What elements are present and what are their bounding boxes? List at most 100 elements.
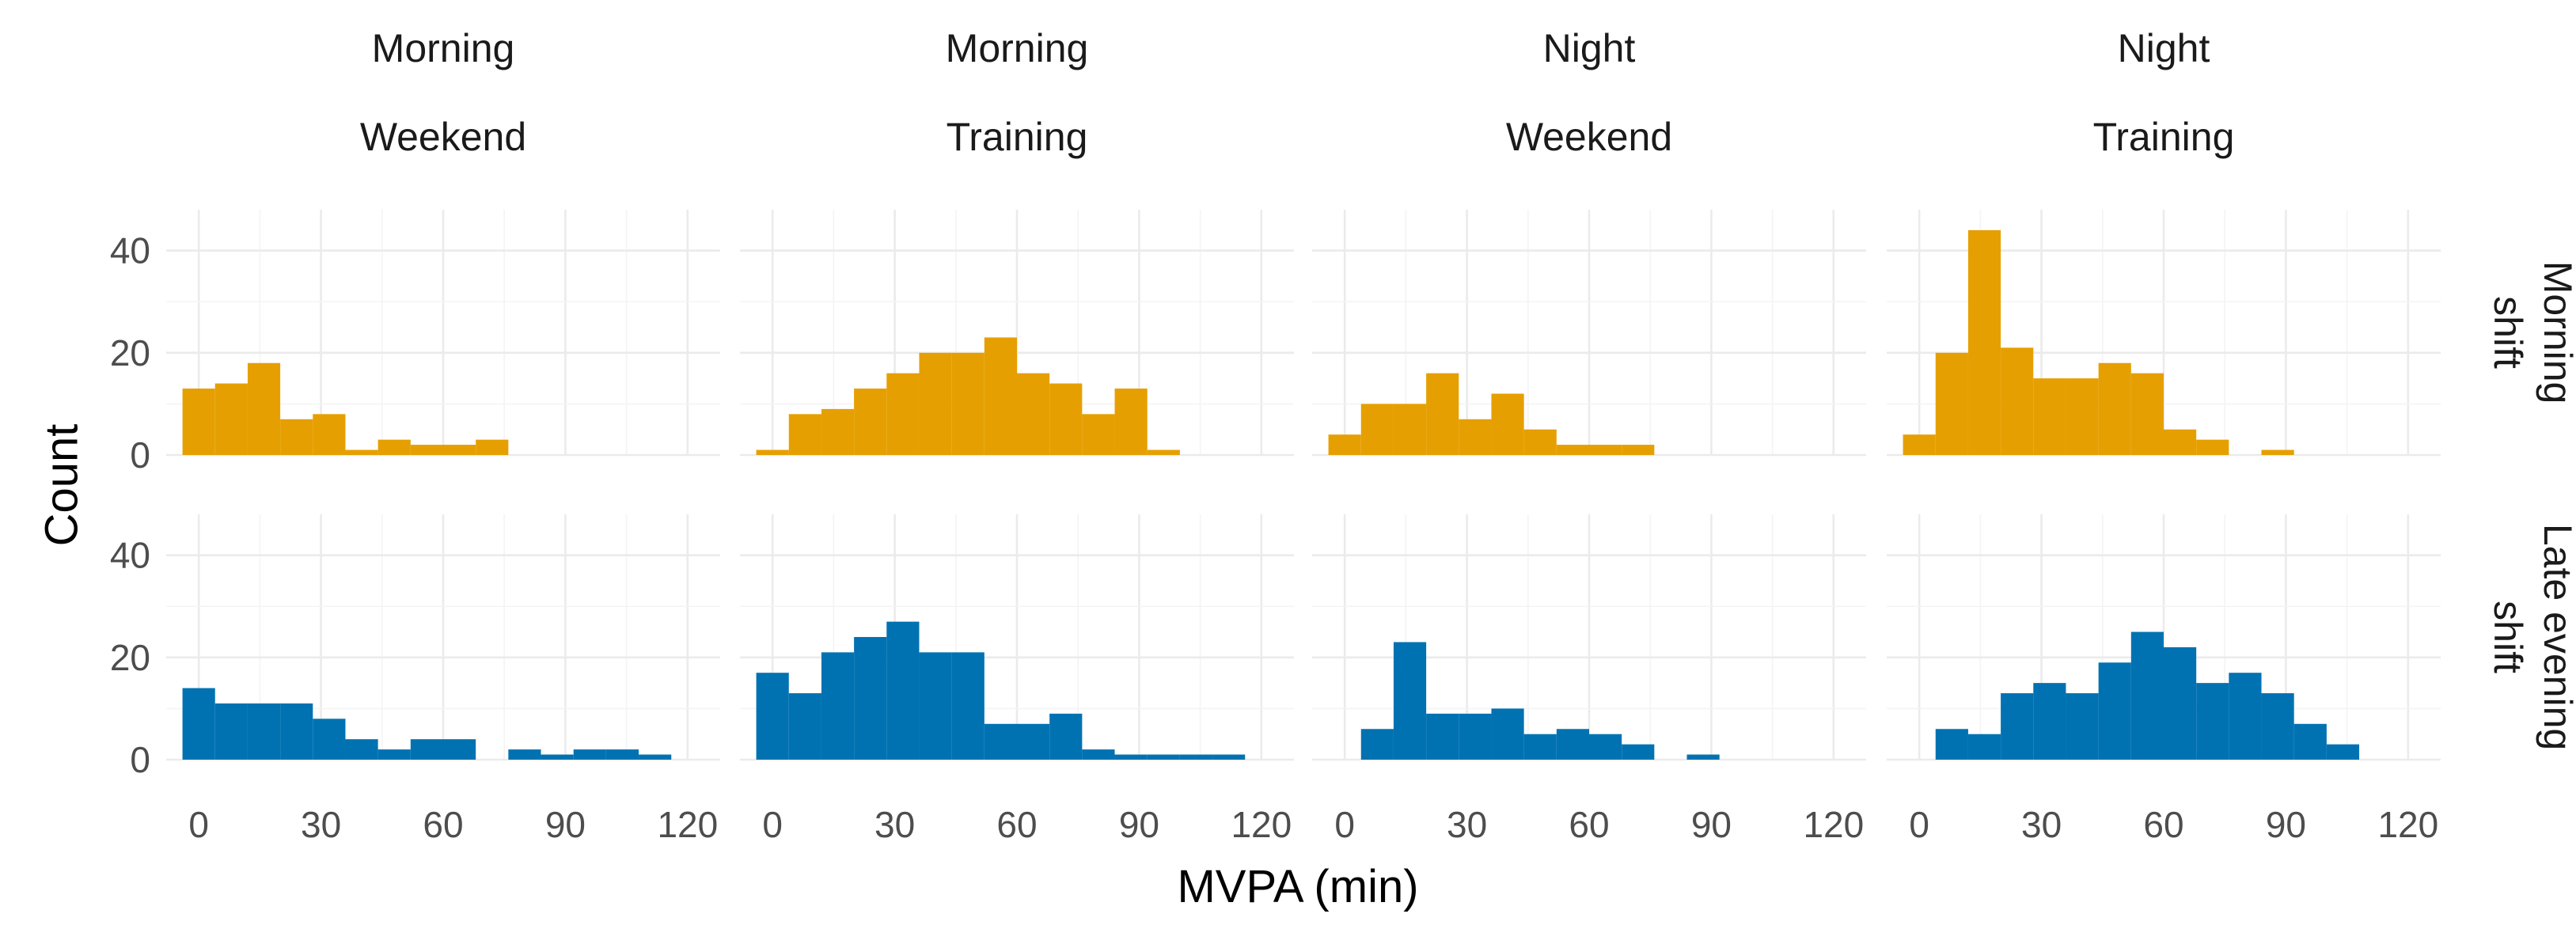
x-tick-label: 120 xyxy=(657,804,718,845)
histogram-bar xyxy=(1459,419,1492,455)
histogram-bar xyxy=(541,754,574,760)
histogram-bar xyxy=(1049,713,1083,760)
histogram-bar xyxy=(821,408,855,455)
histogram-bar xyxy=(2098,662,2131,760)
x-tick-label: 90 xyxy=(2266,804,2306,845)
histogram-bar xyxy=(1556,729,1589,760)
histogram-bar xyxy=(2001,693,2034,760)
histogram-bar xyxy=(1935,352,1968,455)
histogram-bar xyxy=(443,445,476,455)
gridlines xyxy=(166,210,2441,761)
histogram-bar xyxy=(1049,383,1083,455)
histogram-bar xyxy=(313,719,346,760)
x-tick-label: 30 xyxy=(1447,804,1487,845)
histogram-bar xyxy=(1212,754,1246,760)
histogram-bar xyxy=(2033,683,2066,760)
histogram-bar xyxy=(1622,445,1655,455)
histogram-bar xyxy=(1491,393,1524,455)
histogram-bar xyxy=(2196,683,2229,760)
x-axis-title: MVPA (min) xyxy=(1177,861,1418,912)
histogram-bar xyxy=(1147,449,1180,455)
histogram-bar xyxy=(2261,693,2294,760)
y-tick-label: 0 xyxy=(130,434,150,476)
histogram-bar xyxy=(788,414,821,455)
histogram-bar xyxy=(854,637,887,760)
x-tick-label: 120 xyxy=(1231,804,1292,845)
histogram-bar xyxy=(1393,642,1427,760)
facet-column-title: Night xyxy=(2118,26,2210,70)
x-tick-label: 0 xyxy=(1909,804,1929,845)
histogram-bar xyxy=(1523,429,1557,455)
y-axis-title-group: Count xyxy=(36,424,88,547)
histogram-bar xyxy=(1491,708,1524,760)
histogram-bar xyxy=(214,703,248,760)
histogram-bar xyxy=(984,723,1017,760)
histogram-bar xyxy=(1459,713,1492,760)
histogram-bar xyxy=(410,445,443,455)
y-tick-label: 20 xyxy=(110,332,150,373)
histogram-bar xyxy=(2261,449,2294,455)
y-axis-title: Count xyxy=(36,424,88,547)
histogram-bar xyxy=(313,414,346,455)
y-tick-label: 0 xyxy=(130,739,150,780)
x-tick-label: 90 xyxy=(1119,804,1159,845)
histogram-bar xyxy=(756,449,789,455)
histogram-bar xyxy=(2164,429,2197,455)
x-tick-label: 60 xyxy=(423,804,463,845)
histogram-bar xyxy=(2033,378,2066,455)
histogram-bar xyxy=(2229,673,2262,760)
y-tick-label: 40 xyxy=(110,535,150,576)
histogram-bar xyxy=(854,389,887,455)
histogram-bar xyxy=(2066,693,2099,760)
histogram-bar xyxy=(1686,754,1720,760)
histogram-bar xyxy=(508,749,541,760)
histogram-bar xyxy=(2066,378,2099,455)
x-tick-label: 0 xyxy=(1334,804,1355,845)
facet-column-title: Night xyxy=(1543,26,1636,70)
facet-column-subtitle: Training xyxy=(2093,115,2235,159)
histogram-bar xyxy=(951,352,984,455)
y-tick-label: 40 xyxy=(110,230,150,271)
facet-column-subtitle: Training xyxy=(947,115,1088,159)
histogram-bar xyxy=(788,693,821,760)
histogram-bar xyxy=(377,439,411,455)
x-tick-label: 90 xyxy=(1691,804,1732,845)
x-tick-label: 30 xyxy=(301,804,341,845)
x-tick-label: 90 xyxy=(545,804,586,845)
histogram-bars xyxy=(182,229,2360,760)
histogram-bar xyxy=(1147,754,1180,760)
histogram-bar xyxy=(1360,404,1394,455)
histogram-bar xyxy=(2130,631,2164,760)
y-tick-label: 20 xyxy=(110,637,150,678)
x-tick-label: 120 xyxy=(1803,804,1864,845)
histogram-bar xyxy=(1082,414,1115,455)
facet-column-title: Morning xyxy=(946,26,1089,70)
histogram-bar xyxy=(247,362,281,455)
facet-row-subtitle: shift xyxy=(2486,296,2530,369)
histogram-bar xyxy=(2326,744,2360,760)
histogram-bar xyxy=(1967,734,2001,760)
histogram-bar xyxy=(886,373,920,455)
facet-row-subtitle: shift xyxy=(2486,601,2530,673)
histogram-bar xyxy=(2196,439,2229,455)
histogram-bar xyxy=(1622,744,1655,760)
x-tick-label: 60 xyxy=(996,804,1037,845)
histogram-bar xyxy=(1589,734,1622,760)
histogram-bar xyxy=(605,749,639,760)
histogram-bar xyxy=(1393,404,1427,455)
histogram-bar xyxy=(182,389,215,455)
histogram-bar xyxy=(377,749,411,760)
x-tick-label: 60 xyxy=(2143,804,2183,845)
histogram-bar xyxy=(1523,734,1557,760)
x-tick-label: 0 xyxy=(188,804,209,845)
histogram-bar xyxy=(280,419,313,455)
histogram-bar xyxy=(1935,729,1968,760)
x-tick-label: 0 xyxy=(762,804,783,845)
histogram-bar xyxy=(1328,434,1361,455)
facet-row-title: Morning xyxy=(2536,261,2576,404)
histogram-bar xyxy=(1360,729,1394,760)
histogram-bar xyxy=(1017,723,1050,760)
